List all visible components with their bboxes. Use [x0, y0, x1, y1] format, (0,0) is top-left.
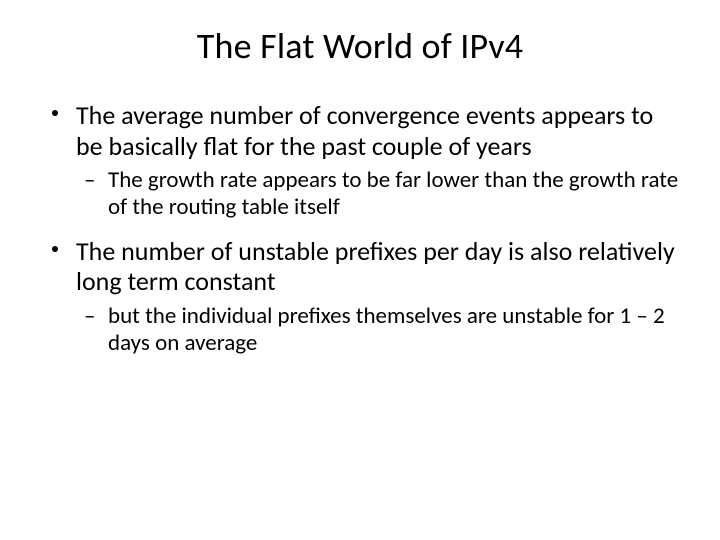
bullet-dash-icon: –	[84, 167, 108, 194]
bullet-text: but the individual prefixes themselves a…	[108, 303, 684, 357]
bullet-text: The number of unstable prefixes per day …	[76, 236, 684, 297]
bullet-level1: The number of unstable prefixes per day …	[48, 236, 684, 297]
bullet-dash-icon: –	[84, 303, 108, 330]
slide-content: The average number of convergence events…	[36, 100, 684, 357]
bullet-dot-icon	[48, 236, 76, 252]
bullet-level2: – but the individual prefixes themselves…	[48, 303, 684, 357]
bullet-level2: – The growth rate appears to be far lowe…	[48, 167, 684, 221]
slide-title: The Flat World of IPv4	[36, 24, 684, 68]
bullet-dot-icon	[48, 100, 76, 116]
bullet-text: The average number of convergence events…	[76, 100, 684, 161]
bullet-text: The growth rate appears to be far lower …	[108, 167, 684, 221]
bullet-level1: The average number of convergence events…	[48, 100, 684, 161]
